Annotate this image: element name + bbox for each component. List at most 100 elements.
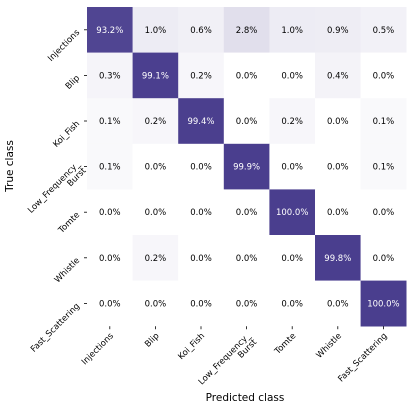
heatmap-cell bbox=[269, 280, 316, 327]
heatmap-cell bbox=[360, 143, 407, 190]
cell-value-label: 0.1% bbox=[373, 117, 395, 127]
cell-value-label: 0.0% bbox=[281, 254, 303, 264]
cell-value-label: 0.2% bbox=[145, 117, 167, 127]
heatmap-cell bbox=[269, 52, 316, 99]
cell-value-label: 100.0% bbox=[367, 299, 399, 309]
heatmap-cell bbox=[87, 98, 133, 145]
x-tick-label: Blip bbox=[143, 331, 161, 349]
heatmap-cell bbox=[269, 7, 316, 53]
heatmap-cell bbox=[132, 143, 179, 190]
cell-value-label: 0.0% bbox=[373, 208, 395, 218]
cell-value-label: 0.0% bbox=[236, 254, 258, 264]
y-tick-label: Whistle bbox=[53, 256, 82, 285]
heatmap-cell bbox=[87, 52, 133, 99]
heatmap-cell bbox=[223, 98, 270, 145]
cell-value-label: 0.0% bbox=[145, 208, 167, 218]
cell-value-label: 0.0% bbox=[145, 163, 167, 173]
cell-value-label: 0.2% bbox=[281, 117, 303, 127]
cell-value-label: 0.0% bbox=[373, 71, 395, 81]
heatmap-cell bbox=[132, 280, 179, 327]
cell-value-label: 99.1% bbox=[142, 71, 169, 81]
heatmap-cells: 93.2% 1.0% 0.6% 2.8% 1.0% 0.9% 0.5% 0.3% 99.1% 0.… bbox=[87, 7, 407, 327]
heatmap-cell bbox=[223, 235, 270, 281]
cell-value-label: 0.9% bbox=[327, 26, 349, 36]
cell-value-label: 99.9% bbox=[233, 163, 260, 173]
cell-value-label: 0.0% bbox=[99, 254, 121, 264]
cell-value-label: 0.0% bbox=[236, 71, 258, 81]
cell-value-label: 2.8% bbox=[236, 26, 258, 36]
cell-value-label: 0.2% bbox=[145, 254, 167, 264]
cell-value-label: 0.0% bbox=[236, 208, 258, 218]
heatmap-cell bbox=[223, 189, 270, 236]
heatmap-cell bbox=[132, 189, 179, 236]
cell-value-label: 0.0% bbox=[373, 254, 395, 264]
heatmap-cell bbox=[360, 52, 407, 99]
y-tick-label: Tomte bbox=[56, 210, 82, 236]
heatmap-cell bbox=[223, 52, 270, 99]
cell-value-label: 0.1% bbox=[373, 163, 395, 173]
cell-value-label: 0.2% bbox=[190, 71, 212, 81]
heatmap-cell bbox=[132, 235, 179, 281]
cell-value-label: 0.0% bbox=[327, 163, 349, 173]
heatmap-cell bbox=[269, 189, 316, 236]
heatmap-cell bbox=[178, 189, 225, 236]
cell-value-label: 0.0% bbox=[145, 299, 167, 309]
heatmap-cell bbox=[269, 143, 316, 190]
y-axis-label: True class bbox=[4, 140, 16, 193]
heatmap-cell bbox=[269, 235, 316, 281]
heatmap-cell bbox=[223, 280, 270, 327]
heatmap-cell bbox=[178, 280, 225, 327]
cell-value-label: 0.0% bbox=[281, 163, 303, 173]
heatmap-cell bbox=[87, 280, 133, 327]
heatmap-cell bbox=[360, 98, 407, 145]
cell-value-label: 1.0% bbox=[145, 26, 167, 36]
heatmap-cell bbox=[87, 189, 133, 236]
heatmap-cell bbox=[178, 98, 225, 145]
cell-value-label: 0.0% bbox=[236, 117, 258, 127]
heatmap-cell bbox=[87, 7, 133, 53]
cell-value-label: 100.0% bbox=[276, 208, 308, 218]
heatmap-cell bbox=[132, 7, 179, 53]
cell-value-label: 0.0% bbox=[190, 163, 212, 173]
cell-value-label: 1.0% bbox=[281, 26, 303, 36]
cell-value-label: 0.1% bbox=[99, 117, 121, 127]
heatmap-cell bbox=[178, 143, 225, 190]
heatmap-cell bbox=[132, 52, 179, 99]
heatmap-cell bbox=[315, 7, 361, 53]
cell-value-label: 0.0% bbox=[99, 299, 121, 309]
cell-value-label: 0.0% bbox=[190, 299, 212, 309]
heatmap-cell bbox=[315, 235, 361, 281]
heatmap-cell bbox=[223, 7, 270, 53]
heatmap-cell bbox=[360, 189, 407, 236]
heatmap-cell bbox=[87, 143, 133, 190]
cell-value-label: 0.0% bbox=[281, 299, 303, 309]
y-tick-label: Injections bbox=[46, 27, 82, 63]
heatmap-cell bbox=[178, 52, 225, 99]
heatmap-cell bbox=[178, 7, 225, 53]
cell-value-label: 0.6% bbox=[190, 26, 212, 36]
y-tick-label: Fast_Scattering bbox=[29, 301, 82, 354]
y-tick-label: Koi_Fish bbox=[51, 119, 82, 150]
heatmap-cell bbox=[315, 98, 361, 145]
y-tick-labels: Injections Blip Koi_Fish Low_Frequency_Burs… bbox=[26, 27, 89, 354]
heatmap-cell bbox=[315, 189, 361, 236]
x-tick-label: Whistle bbox=[315, 331, 344, 360]
x-tick-label: Injections bbox=[80, 331, 116, 367]
heatmap-cell bbox=[360, 235, 407, 281]
x-axis-label: Predicted class bbox=[206, 392, 285, 404]
cell-value-label: 99.8% bbox=[324, 254, 351, 264]
cell-value-label: 0.0% bbox=[236, 299, 258, 309]
x-tick-label: Fast_Scattering bbox=[336, 331, 389, 384]
heatmap-cell bbox=[315, 280, 361, 327]
heatmap-cell bbox=[132, 98, 179, 145]
heatmap-cell bbox=[87, 235, 133, 281]
heatmap-cell bbox=[178, 235, 225, 281]
x-tick-label: Low_Frequency_Burst bbox=[197, 331, 260, 394]
cell-value-label: 0.0% bbox=[327, 117, 349, 127]
cell-value-label: 0.0% bbox=[190, 254, 212, 264]
x-tick-label: Koi_Fish bbox=[176, 331, 207, 362]
cell-value-label: 0.0% bbox=[99, 208, 121, 218]
cell-value-label: 0.0% bbox=[281, 71, 303, 81]
heatmap-cell bbox=[269, 98, 316, 145]
y-tick-label: Low_Frequency_Burst bbox=[26, 159, 89, 222]
